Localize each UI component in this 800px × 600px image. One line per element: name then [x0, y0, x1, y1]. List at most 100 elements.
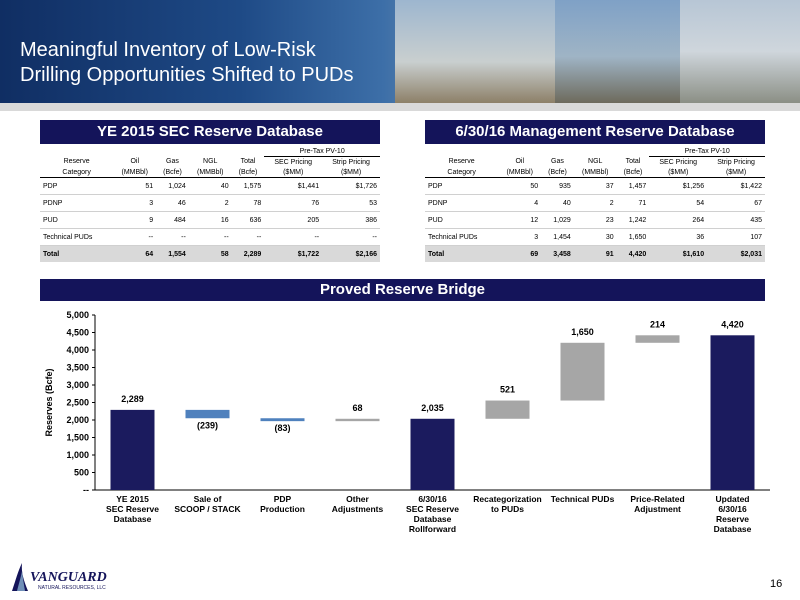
left-col-header: Total	[240, 158, 256, 166]
table-cell: Technical PUDs	[40, 228, 114, 246]
table-cell: 1,650	[616, 228, 650, 246]
category-label: Rollforward	[409, 524, 456, 534]
table-cell: 484	[156, 211, 189, 229]
left-col-header: (Bcfe)	[156, 167, 189, 178]
table-cell: 51	[113, 177, 157, 195]
table-cell: $1,610	[649, 245, 708, 262]
table-cell: 636	[231, 211, 265, 229]
table-cell: 40	[541, 194, 574, 212]
table-cell: $1,722	[264, 245, 323, 262]
right-col-header: ($MM)	[707, 167, 765, 178]
bar-increase	[335, 418, 380, 422]
right-table-row: Technical PUDs 3 1,454 30 1,650 36 107	[425, 228, 765, 246]
category-label: to PUDs	[491, 504, 524, 514]
vanguard-logo: VANGUARD NATURAL RESOURCES, LLC	[12, 563, 107, 591]
bar-increase	[485, 400, 530, 419]
table-cell: 4,420	[616, 245, 650, 262]
table-cell: Total	[40, 245, 114, 262]
left-col-header: NGL	[203, 158, 218, 166]
left-table-title: YE 2015 SEC Reserve Database	[40, 120, 380, 144]
left-col-header: Gas	[166, 158, 179, 166]
data-label: 1,650	[571, 327, 594, 337]
table-cell: 58	[188, 245, 232, 262]
category-label: SCOOP / STACK	[174, 504, 241, 514]
left-pv10-header: Pre-Tax PV-10	[264, 146, 380, 157]
right-col-header: Category	[425, 167, 499, 178]
data-label: 521	[500, 385, 515, 395]
table-cell: 2,289	[231, 245, 265, 262]
page-number: 16	[770, 578, 783, 590]
category-label: Other	[346, 494, 369, 504]
category-label: Price-Related	[630, 494, 684, 504]
right-col-header: Gas	[551, 158, 564, 166]
left-col-header: Strip Pricing	[332, 158, 370, 166]
data-label: 2,289	[121, 394, 144, 404]
table-cell: 76	[264, 194, 323, 212]
table-cell: 46	[156, 194, 189, 212]
table-cell: 50	[498, 177, 542, 195]
right-col-header: Reserve	[448, 158, 475, 166]
table-cell: $1,726	[322, 177, 380, 195]
table-cell: 1,554	[156, 245, 189, 262]
table-cell: PDP	[425, 177, 499, 195]
category-label: SEC Reserve	[406, 504, 459, 514]
bar-decrease	[185, 409, 230, 419]
y-tick-label: 4,500	[66, 328, 89, 338]
table-cell: 37	[573, 177, 617, 195]
category-label: Database	[414, 514, 452, 524]
table-cell: PDP	[40, 177, 114, 195]
right-col-header: SEC Pricing	[659, 158, 698, 166]
right-table-row: PDP 50 935 37 1,457 $1,256 $1,422	[425, 177, 765, 195]
table-cell: PDNP	[40, 194, 114, 212]
right-col-header: (MMBbl)	[573, 167, 617, 178]
right-pv10-header: Pre-Tax PV-10	[649, 146, 765, 157]
category-label: Technical PUDs	[551, 494, 615, 504]
right-col-header: (Bcfe)	[541, 167, 574, 178]
table-cell: 4	[498, 194, 542, 212]
right-table-row: PUD 12 1,029 23 1,242 264 435	[425, 211, 765, 229]
left-col-header: (MMBbl)	[113, 167, 157, 178]
table-cell: 1,024	[156, 177, 189, 195]
table-cell: PDNP	[425, 194, 499, 212]
table-cell: 69	[498, 245, 542, 262]
category-label: 6/30/16	[718, 504, 747, 514]
category-label: Adjustment	[634, 504, 681, 514]
data-label: 2,035	[421, 403, 444, 413]
header-band	[0, 103, 800, 111]
y-tick-label: 3,500	[66, 363, 89, 373]
title-line-1: Meaningful Inventory of Low-Risk	[20, 39, 316, 61]
left-table-row: Technical PUDs -- -- -- -- -- --	[40, 228, 380, 246]
page-title: Meaningful Inventory of Low-Risk Drillin…	[20, 38, 353, 88]
table-cell: 1,242	[616, 211, 650, 229]
table-cell: PUD	[40, 211, 114, 229]
table-cell: 1,029	[541, 211, 574, 229]
table-cell: 67	[707, 194, 765, 212]
table-cell: 40	[188, 177, 232, 195]
table-cell: 1,575	[231, 177, 265, 195]
category-label: Production	[260, 504, 305, 514]
svg-text:VANGUARD: VANGUARD	[30, 570, 107, 585]
table-cell: --	[322, 228, 380, 246]
table-cell: 935	[541, 177, 574, 195]
data-label: (83)	[274, 423, 290, 433]
category-label: Recategorization	[473, 494, 542, 504]
left-col-header: Category	[40, 167, 114, 178]
table-cell: 78	[231, 194, 265, 212]
bridge-title: Proved Reserve Bridge	[40, 279, 765, 301]
data-label: 68	[352, 403, 362, 413]
y-tick-label: 1,000	[66, 450, 89, 460]
bar-total	[710, 335, 755, 490]
title-line-2: Drilling Opportunities Shifted to PUDs	[20, 64, 354, 86]
table-cell: $1,256	[649, 177, 708, 195]
table-cell: 386	[322, 211, 380, 229]
bar-increase	[560, 342, 605, 401]
table-cell: --	[231, 228, 265, 246]
table-cell: --	[264, 228, 323, 246]
y-tick-label: --	[83, 485, 89, 495]
table-cell: 435	[707, 211, 765, 229]
y-tick-label: 1,500	[66, 433, 89, 443]
table-cell: 2	[573, 194, 617, 212]
table-cell: 16	[188, 211, 232, 229]
table-cell: 107	[707, 228, 765, 246]
table-cell: PUD	[425, 211, 499, 229]
